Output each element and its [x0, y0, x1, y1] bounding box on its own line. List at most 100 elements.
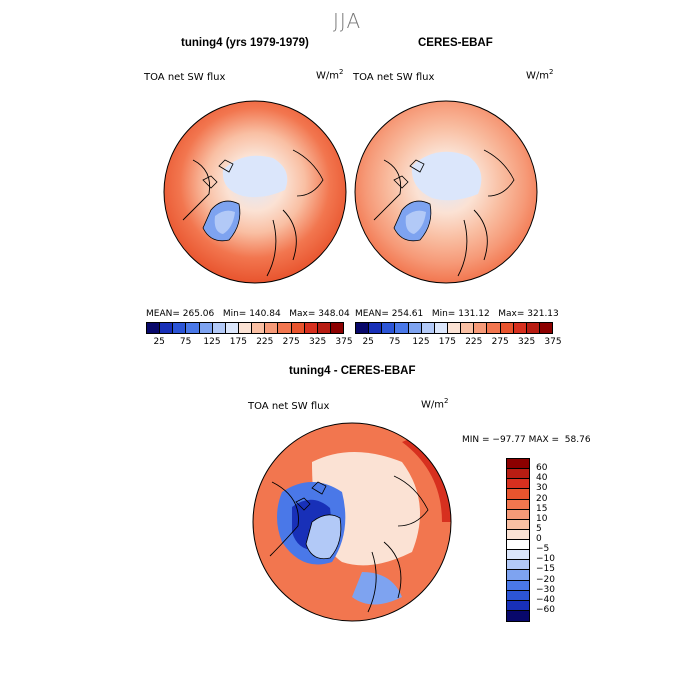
colorbar-swatch	[434, 323, 448, 333]
colorbar-level-label: −30	[536, 584, 555, 595]
colorbar-level-label: −40	[536, 594, 555, 605]
panel-2-colorbar	[355, 322, 553, 334]
panel-3-map-border	[252, 422, 452, 622]
panel-1-greenland-interior	[214, 210, 235, 234]
colorbar-swatch	[252, 323, 266, 333]
colorbar-swatch	[238, 323, 253, 333]
colorbar-swatch	[513, 323, 527, 333]
colorbar-swatch	[507, 509, 529, 520]
colorbar-swatch	[330, 323, 344, 333]
colorbar-swatch	[507, 600, 529, 611]
panel-3-archipelago	[295, 481, 327, 511]
colorbar-level-label: −10	[536, 554, 555, 565]
colorbar-level-label: 30	[536, 483, 548, 494]
panel-2-units-exp: 2	[549, 68, 554, 76]
colorbar-tick-label: 175	[229, 337, 247, 347]
colorbar-swatch	[507, 540, 529, 551]
colorbar-swatch	[500, 323, 514, 333]
colorbar-swatch	[408, 323, 422, 333]
colorbar-swatch	[507, 580, 529, 591]
colorbar-tick-label: 125	[203, 337, 221, 347]
colorbar-level-label: 60	[536, 463, 548, 474]
colorbar-swatch	[487, 323, 501, 333]
panel-1-stats: MEAN= 265.06 Min= 140.84 Max= 348.04	[146, 309, 350, 319]
colorbar-swatch	[278, 323, 292, 333]
colorbar-tick-label: 225	[465, 337, 483, 347]
colorbar-swatch	[507, 570, 529, 581]
colorbar-tick-label: 75	[388, 337, 401, 347]
colorbar-swatch	[474, 323, 488, 333]
panel-2-map	[354, 100, 538, 284]
panel-1-archipelago	[202, 159, 234, 189]
panel-3-coastline-east	[367, 541, 402, 613]
panel-2-stats: MEAN= 254.61 Min= 131.12 Max= 321.13	[355, 309, 559, 319]
panel-3-colorbar-labels: 60 40 30 20 15 10 5 0 −5 −10 −15 −20 −30 −40 −60	[536, 458, 576, 620]
colorbar-swatch	[507, 590, 529, 601]
colorbar-tick-label: 225	[256, 337, 274, 347]
colorbar-swatch	[225, 323, 239, 333]
colorbar-swatch	[395, 323, 409, 333]
panel-2-map-border	[354, 100, 538, 284]
colorbar-swatch	[382, 323, 396, 333]
colorbar-swatch	[147, 323, 161, 333]
colorbar-swatch	[291, 323, 305, 333]
panel-1-units-base: W/m	[316, 70, 339, 82]
colorbar-tick-label: 25	[362, 337, 374, 347]
panel-3-units-base: W/m	[421, 399, 444, 411]
colorbar-swatch	[507, 479, 529, 490]
panel-1-colorbar-labels: 25 75 125 175 225 275 325 375	[146, 337, 352, 349]
panel-2-arctic-ice	[411, 151, 482, 201]
panel-1-map	[163, 100, 347, 284]
panel-2-title: CERES-EBAF	[418, 37, 493, 49]
panel-2-siberia-coast	[483, 149, 515, 197]
colorbar-level-label: 20	[536, 493, 548, 504]
colorbar-tick-label: 25	[153, 337, 165, 347]
figure-title: JJA	[333, 9, 362, 33]
colorbar-level-label: 40	[536, 473, 548, 484]
colorbar-level-label: −5	[536, 544, 550, 555]
colorbar-level-label: 0	[536, 534, 542, 544]
colorbar-swatch	[507, 529, 529, 540]
panel-3-coastline-west	[269, 481, 299, 557]
panel-3-colorbar	[506, 458, 530, 622]
panel-2-land-east	[457, 209, 488, 277]
colorbar-swatch	[447, 323, 462, 333]
panel-3-map	[252, 422, 452, 622]
colorbar-swatch	[507, 499, 529, 510]
panel-3-greenland	[305, 514, 342, 560]
panel-3-stats: MIN = −97.77 MAX = 58.76	[462, 435, 591, 445]
colorbar-swatch	[421, 323, 435, 333]
colorbar-tick-label: 375	[335, 337, 353, 347]
panel-1-units: W/m2	[316, 68, 343, 81]
panel-3-units: W/m2	[421, 397, 448, 410]
colorbar-tick-label: 325	[518, 337, 536, 347]
panel-1-land-west	[182, 159, 211, 221]
colorbar-tick-label: 125	[412, 337, 430, 347]
colorbar-swatch	[304, 323, 318, 333]
colorbar-tick-label: 275	[282, 337, 300, 347]
colorbar-swatch	[173, 323, 187, 333]
panel-3-title: tuning4 - CERES-EBAF	[289, 365, 416, 377]
colorbar-swatch	[265, 323, 279, 333]
panel-1-land-east	[266, 209, 297, 277]
panel-3-variable: TOA net SW flux	[248, 401, 330, 412]
panel-3-units-exp: 2	[444, 397, 449, 405]
panel-1-title: tuning4 (yrs 1979-1979)	[181, 37, 309, 49]
colorbar-level-label: 10	[536, 513, 548, 524]
colorbar-level-label: 5	[536, 523, 542, 534]
colorbar-swatch	[507, 610, 529, 621]
colorbar-tick-label: 375	[544, 337, 562, 347]
panel-3-colorbar-swatches	[506, 458, 530, 622]
colorbar-swatch	[160, 323, 174, 333]
colorbar-swatch	[539, 323, 553, 333]
colorbar-swatch	[186, 323, 200, 333]
panel-3-negative-patch	[352, 572, 402, 605]
colorbar-level-label: −60	[536, 604, 555, 615]
panel-2-land-west	[373, 159, 402, 221]
colorbar-tick-label: 275	[491, 337, 509, 347]
panel-2-colorbar-labels: 25 75 125 175 225 275 325 375	[355, 337, 561, 349]
colorbar-tick-label: 75	[179, 337, 192, 347]
panel-1-colorbar	[146, 322, 344, 334]
panel-2-colorbar-swatches	[355, 322, 553, 334]
panel-2-units: W/m2	[526, 68, 553, 81]
